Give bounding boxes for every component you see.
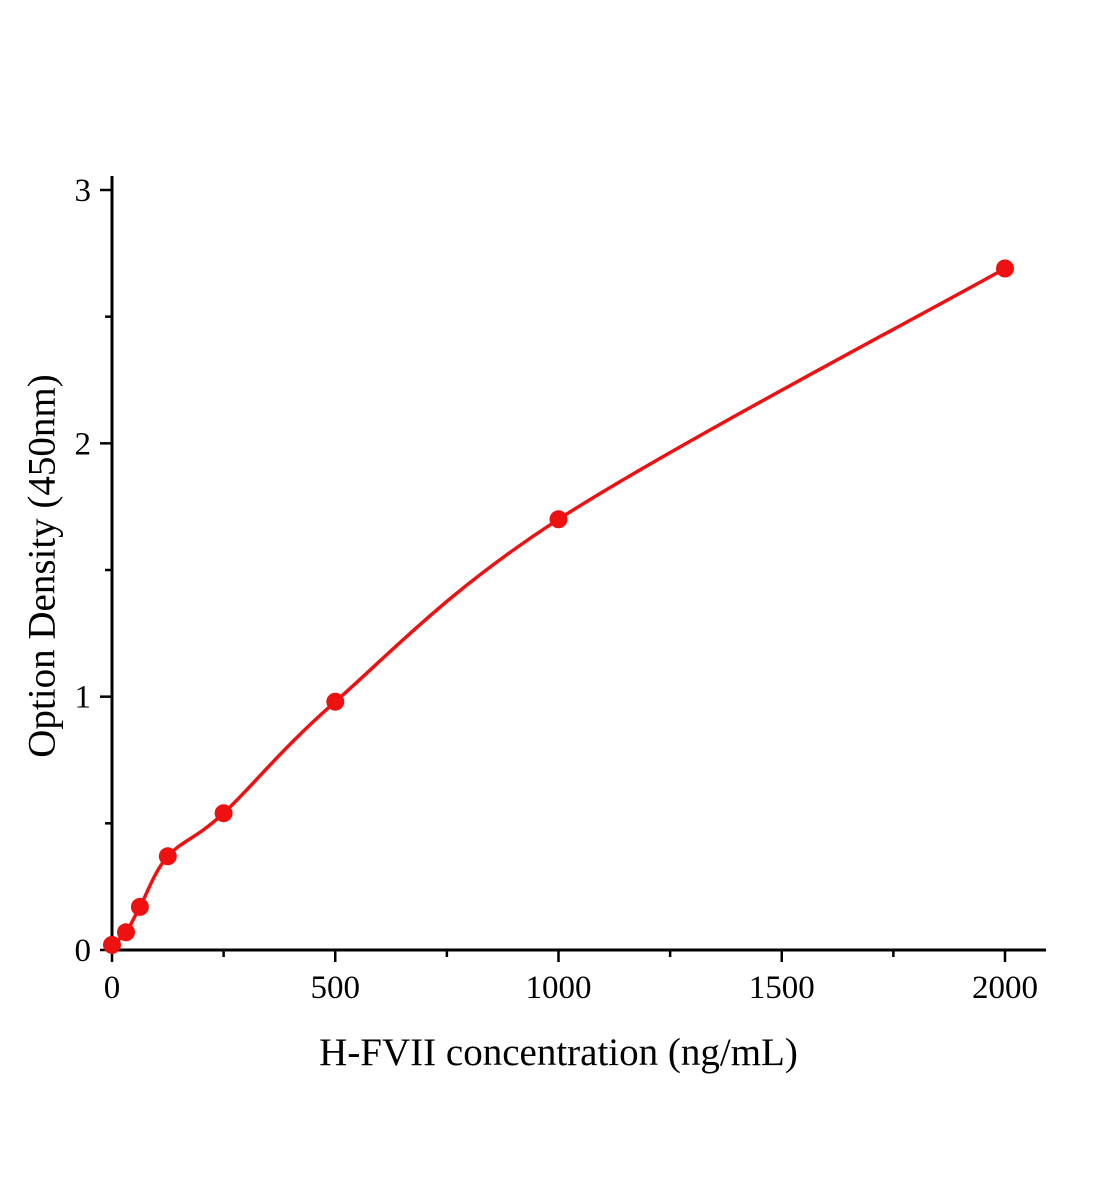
- data-point-marker: [117, 923, 135, 942]
- axes: [110, 176, 1046, 952]
- tick-marks: [100, 188, 1007, 962]
- data-point-marker: [158, 847, 177, 866]
- x-tick-label: 1500: [749, 970, 815, 1006]
- data-points: [103, 259, 1014, 954]
- data-point-marker: [130, 897, 149, 916]
- y-tick-label: 2: [75, 426, 92, 462]
- data-point-marker: [549, 510, 568, 529]
- data-point-marker: [103, 935, 121, 954]
- x-tick-label: 2000: [972, 970, 1038, 1006]
- x-tick-label: 1000: [526, 970, 592, 1006]
- fit-curve: [110, 266, 1006, 947]
- tick-labels: 0 500 1000 1500 2000 0 1 2 3: [75, 173, 1039, 1006]
- x-tick-label: 500: [311, 970, 361, 1006]
- data-point-marker: [214, 804, 233, 823]
- x-tick-label: 0: [104, 970, 121, 1006]
- data-point-marker: [326, 692, 345, 711]
- data-point-marker: [996, 259, 1014, 278]
- y-axis-title: Option Density (450nm): [20, 374, 64, 758]
- y-tick-label: 0: [75, 933, 92, 969]
- y-tick-label: 1: [75, 680, 92, 716]
- y-tick-label: 3: [75, 173, 92, 209]
- x-axis-title: H-FVII concentration (ng/mL): [319, 1031, 798, 1074]
